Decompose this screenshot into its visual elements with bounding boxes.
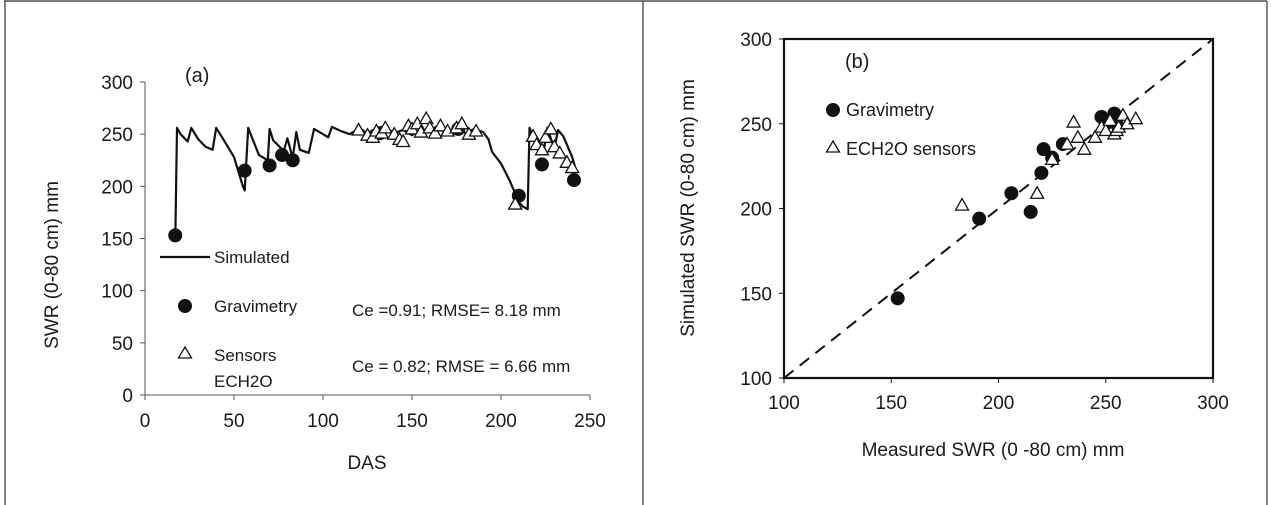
point-gravimetry <box>972 211 987 226</box>
point-gravimetry <box>534 157 549 172</box>
y-tick-label: 200 <box>101 177 133 198</box>
point-sensors-ech2o <box>543 121 559 135</box>
annotation-gravimetry-stats: Ce =0.91; RMSE= 8.18 mm <box>352 301 561 320</box>
point-sensors-ech2o <box>537 129 554 143</box>
x-tick-label: 150 <box>396 411 428 432</box>
point-gravimetry <box>262 158 277 173</box>
point-ech2o-sensors <box>1065 114 1082 128</box>
point-sensors-ech2o <box>534 141 550 156</box>
y-tick-label: 300 <box>740 30 772 51</box>
panel-a-legend: Simulated Gravimetry Sensors ECH2O <box>160 248 298 391</box>
series-simulated-line <box>174 125 577 239</box>
y-tick-label: 250 <box>101 125 133 146</box>
legend-gravimetry-label: Gravimetry <box>846 100 934 120</box>
panel-b-legend: Gravimetry ECH2O sensors <box>825 100 976 159</box>
panel-a-series <box>168 110 581 243</box>
point-gravimetry <box>1023 204 1038 219</box>
x-tick-label: 100 <box>768 393 800 414</box>
point-ech2o-sensors <box>1044 151 1060 165</box>
panel-a-x-ticks: 0 50 100 150 200 250 <box>140 395 606 432</box>
panel-b-y-axis-title: Simulated SWR (0-80 cm) mm <box>678 79 699 337</box>
point-gravimetry <box>566 173 581 188</box>
point-ech2o-sensors <box>1076 141 1092 155</box>
point-gravimetry <box>168 228 183 243</box>
panel-b-one-to-one-line <box>783 38 1214 379</box>
x-tick-label: 200 <box>485 411 517 432</box>
legend-simulated-label: Simulated <box>214 248 290 267</box>
panel-b-scatter: 100 150 200 250 300 100 150 200 250 300 (b) Meas… <box>678 30 1229 461</box>
point-gravimetry <box>285 153 300 168</box>
point-sensors-ech2o <box>418 110 434 125</box>
panel-b-y-ticks: 100 150 200 250 300 <box>740 30 784 390</box>
point-ech2o-sensors <box>1115 107 1131 121</box>
y-tick-label: 300 <box>101 73 133 94</box>
legend-ech2o-label: ECH2O sensors <box>846 139 976 159</box>
y-tick-label: 150 <box>101 230 133 251</box>
point-sensors-ech2o <box>468 123 484 137</box>
point-sensors-ech2o <box>427 125 443 139</box>
legend-ech2o-marker <box>825 139 841 153</box>
point-sensors-ech2o <box>454 115 470 130</box>
y-tick-label: 100 <box>740 369 772 390</box>
point-sensors-ech2o <box>377 120 393 134</box>
panel-a-label: (a) <box>185 65 209 87</box>
point-gravimetry <box>275 148 290 163</box>
legend-sensors-label-line2: ECH2O <box>214 372 273 391</box>
y-tick-label: 250 <box>740 115 772 136</box>
point-ech2o-sensors <box>954 197 970 211</box>
point-sensors-ech2o <box>546 138 563 153</box>
panel-b-label: (b) <box>845 51 869 73</box>
y-tick-label: 50 <box>112 334 133 355</box>
point-ech2o-sensors <box>1128 110 1144 125</box>
point-sensors-ech2o <box>350 122 367 136</box>
panel-a-time-series: 0 50 100 150 200 250 0 50 100 150 200 250 300 (a) D… <box>42 65 606 474</box>
panel-a-x-axis-title: DAS <box>347 453 386 474</box>
point-gravimetry <box>237 163 252 178</box>
panel-a-y-ticks: 0 50 100 150 200 250 300 <box>101 73 145 407</box>
x-tick-label: 50 <box>223 411 244 432</box>
point-gravimetry <box>1036 142 1051 157</box>
legend-gravimetry-label: Gravimetry <box>214 297 298 316</box>
point-sensors-ech2o <box>564 159 580 174</box>
y-tick-label: 200 <box>740 200 772 221</box>
legend-sensors-label: Sensors <box>214 346 276 365</box>
x-tick-label: 250 <box>1090 393 1122 414</box>
point-ech2o-sensors <box>1059 136 1075 150</box>
point-gravimetry <box>890 291 905 306</box>
point-ech2o-sensors <box>1102 112 1118 127</box>
annotation-sensors-stats: Ce = 0.82; RMSE = 6.66 mm <box>352 357 570 376</box>
x-tick-label: 200 <box>983 393 1015 414</box>
legend-gravimetry-marker <box>826 103 840 117</box>
x-tick-label: 0 <box>140 411 151 432</box>
panel-b-x-ticks: 100 150 200 250 300 <box>768 378 1229 414</box>
panel-b-series <box>890 106 1144 306</box>
x-tick-label: 100 <box>307 411 339 432</box>
x-tick-label: 250 <box>574 411 606 432</box>
y-tick-label: 150 <box>740 284 772 305</box>
point-gravimetry <box>1004 186 1019 201</box>
panel-b-x-axis-title: Measured SWR (0 -80 cm) mm <box>862 440 1125 461</box>
one-to-one-dashed-line <box>783 38 1214 379</box>
y-tick-label: 0 <box>122 386 133 407</box>
point-ech2o-sensors <box>1029 185 1045 199</box>
point-sensors-ech2o <box>507 196 523 210</box>
point-ech2o-sensors <box>1070 129 1086 143</box>
legend-gravimetry-marker <box>178 299 192 313</box>
legend-sensors-marker <box>177 345 193 359</box>
point-sensors-ech2o <box>552 145 568 159</box>
point-sensors-ech2o <box>432 117 449 132</box>
x-tick-label: 300 <box>1197 393 1229 414</box>
point-ech2o-sensors <box>1098 122 1114 137</box>
panel-a-y-axis-title: SWR (0-80 cm) mm <box>42 181 63 349</box>
point-ech2o-sensors <box>1087 129 1103 143</box>
y-tick-label: 100 <box>101 282 133 303</box>
point-gravimetry <box>1034 165 1049 180</box>
x-tick-label: 150 <box>875 393 907 414</box>
point-sensors-ech2o <box>395 133 411 148</box>
